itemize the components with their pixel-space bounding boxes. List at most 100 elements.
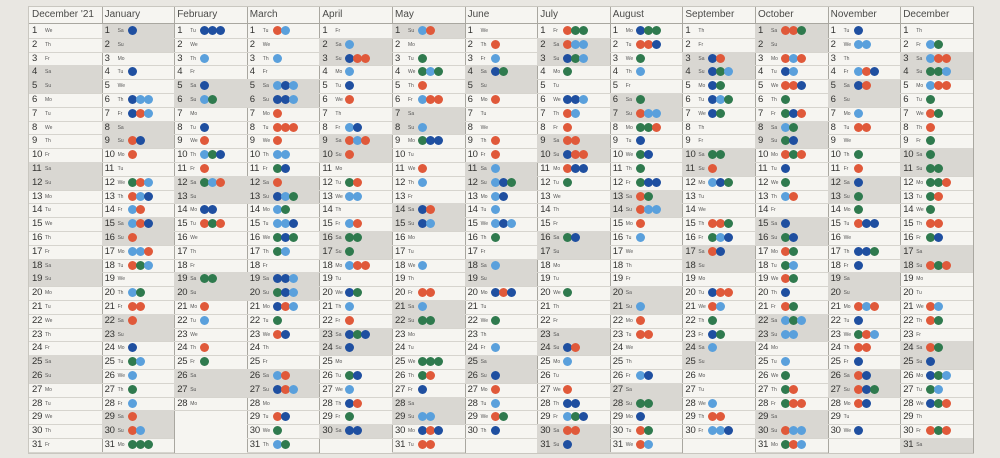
sticker-dot-icon <box>288 219 298 229</box>
day-number: 17 <box>540 245 551 257</box>
day-cell: 2 Fr <box>682 38 755 53</box>
sticker-dots <box>563 53 589 64</box>
day-cell: 31 Mo <box>755 438 828 453</box>
sticker-dot-icon <box>781 357 790 367</box>
sticker-dot-icon <box>563 233 573 242</box>
weekday-label: Mo <box>117 345 125 352</box>
sticker-dot-icon <box>426 67 435 77</box>
day-cell: 28 Tu <box>29 397 102 412</box>
weekday-label: Tu <box>262 28 269 34</box>
day-cell: 11 Su <box>682 162 755 177</box>
sticker-dot-icon <box>926 53 936 63</box>
sticker-dots <box>272 288 298 298</box>
sticker-dot-icon <box>490 343 500 353</box>
sticker-dot-icon <box>789 302 798 311</box>
day-number: 23 <box>104 328 115 340</box>
day-cell: 1 We <box>464 24 538 39</box>
weekday-label: Sa <box>625 97 632 103</box>
sticker-dot-icon <box>716 233 726 242</box>
sticker-dot-icon <box>345 81 355 91</box>
sticker-dots <box>708 53 726 64</box>
day-cell: 4 Su <box>900 65 973 81</box>
weekday-label: Fr <box>553 124 558 131</box>
sticker-dot-icon <box>708 53 718 63</box>
day-cell: 27 Su <box>246 382 320 398</box>
day-cell: 17 Mo <box>755 245 828 260</box>
sticker-dot-icon <box>708 81 718 91</box>
day-cell: 21 We <box>682 300 755 315</box>
weekday-label: We <box>625 55 634 62</box>
day-cell: 19 Sa <box>827 272 901 288</box>
sticker-dots <box>490 384 500 395</box>
sticker-dots <box>853 205 863 215</box>
weekday-label: Mo <box>843 304 851 310</box>
sticker-dot-icon <box>563 95 573 104</box>
sticker-dot-icon <box>490 205 500 215</box>
sticker-dot-icon <box>418 384 427 394</box>
sticker-dot-icon <box>563 357 573 367</box>
day-number: 15 <box>685 218 696 230</box>
day-cell: 16 We <box>246 231 320 246</box>
day-number: 6 <box>830 94 836 105</box>
sticker-dot-icon <box>708 177 718 187</box>
sticker-dot-icon <box>490 398 500 408</box>
weekday-label: Tu <box>480 110 487 117</box>
day-number: 10 <box>540 149 551 161</box>
day-number: 11 <box>903 163 913 174</box>
weekday-label: Mo <box>771 442 778 448</box>
day-number: 30 <box>612 425 623 437</box>
weekday-label: Tu <box>625 428 632 435</box>
day-number: 3 <box>830 52 836 64</box>
sticker-dot-icon <box>635 440 645 449</box>
weekday-label: Mo <box>262 400 270 407</box>
day-cell: 11 Fr <box>827 162 901 177</box>
weekday-label: Tu <box>698 97 705 103</box>
day-number: 12 <box>612 176 623 188</box>
weekday-label: Mo <box>408 331 415 338</box>
sticker-dot-icon <box>563 122 573 132</box>
sticker-dots <box>418 384 427 395</box>
sticker-dot-icon <box>418 288 427 298</box>
sticker-dots <box>708 95 734 105</box>
sticker-dot-icon <box>506 219 516 229</box>
day-number: 23 <box>758 328 769 340</box>
weekday-label: Mo <box>625 124 633 131</box>
weekday-label: Tu <box>843 414 850 421</box>
day-cell: 18 We <box>392 259 465 274</box>
sticker-dots <box>200 164 210 174</box>
sticker-dot-icon <box>571 343 581 353</box>
day-number: 16 <box>104 232 115 243</box>
day-cell: 26 Tu <box>319 369 392 384</box>
weekday-label: We <box>262 235 271 241</box>
sticker-dot-icon <box>434 136 443 146</box>
weekday-label: Sa <box>190 276 197 283</box>
sticker-dot-icon <box>942 67 952 77</box>
sticker-dots <box>272 26 290 36</box>
weekday-label: We <box>408 359 416 366</box>
weekday-label: We <box>843 138 852 145</box>
weekday-label: Su <box>625 207 632 214</box>
day-number: 3 <box>685 52 691 64</box>
day-cell: 22 Sa <box>101 313 175 329</box>
weekday-label: We <box>698 207 706 214</box>
sticker-dot-icon <box>869 329 879 339</box>
weekday-label: Fr <box>262 166 268 172</box>
weekday-label: We <box>45 221 53 228</box>
day-number: 17 <box>467 245 478 257</box>
sticker-dot-icon <box>272 53 282 63</box>
day-cell: 10 Th <box>246 148 320 163</box>
sticker-dot-icon <box>781 177 790 187</box>
day-number: 22 <box>830 314 841 326</box>
sticker-dots <box>781 122 798 133</box>
sticker-dot-icon <box>426 288 435 298</box>
day-number: 7 <box>903 107 909 119</box>
day-cell: 6 Tu <box>682 93 755 108</box>
day-cell: 21 Mo <box>827 300 901 315</box>
day-number: 3 <box>104 52 110 64</box>
day-number: 12 <box>685 176 696 188</box>
day-cell: 16 Mo <box>392 231 465 246</box>
day-cell: 24 Su <box>537 341 610 357</box>
day-number: 2 <box>395 38 401 50</box>
day-number: 31 <box>395 439 406 450</box>
sticker-dot-icon <box>563 108 573 118</box>
